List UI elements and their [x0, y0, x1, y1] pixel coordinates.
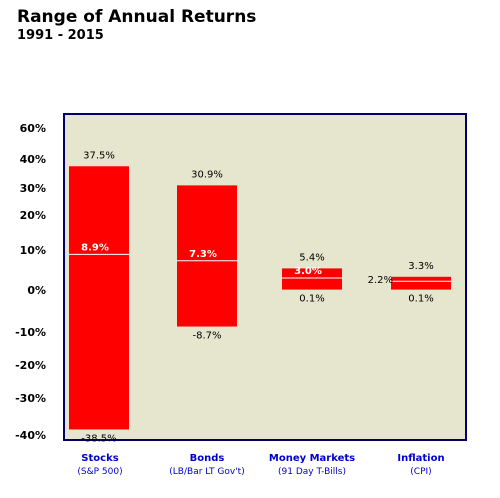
category-sublabel: (91 Day T-Bills): [278, 467, 346, 477]
y-tick-label: 10%: [20, 244, 46, 257]
range-bar: [391, 276, 451, 290]
y-tick-label: 0%: [27, 284, 46, 297]
average-label: 2.2%: [368, 275, 393, 286]
y-tick-label: 30%: [20, 182, 46, 195]
category-label: Money Markets: [269, 453, 355, 464]
y-tick-label: -20%: [15, 359, 46, 372]
high-label: 3.3%: [408, 261, 433, 272]
low-label: -8.7%: [192, 331, 221, 342]
average-label: 3.0%: [294, 266, 322, 277]
high-label: 37.5%: [83, 150, 115, 161]
y-tick-label: -10%: [15, 326, 46, 339]
y-tick-label: 60%: [20, 122, 46, 135]
y-tick-label: 20%: [20, 209, 46, 222]
range-bar: [69, 166, 129, 430]
high-label: 5.4%: [299, 252, 324, 263]
range-bar: [282, 268, 342, 290]
low-label: 0.1%: [299, 294, 324, 305]
range-bar: [177, 185, 237, 327]
category-sublabel: (S&P 500): [77, 467, 122, 477]
average-label: 7.3%: [189, 249, 217, 260]
category-sublabel: (CPI): [410, 467, 431, 477]
chart-subtitle: 1991 - 2015: [17, 28, 104, 43]
category-label: Stocks: [81, 453, 118, 464]
high-label: 30.9%: [191, 169, 223, 180]
average-label: 8.9%: [81, 242, 109, 253]
low-label: -38.5%: [81, 433, 116, 444]
y-tick-label: -30%: [15, 392, 46, 405]
low-label: 0.1%: [408, 294, 433, 305]
chart-title: Range of Annual Returns: [17, 7, 257, 27]
y-tick-label: 40%: [20, 153, 46, 166]
category-label: Bonds: [190, 453, 225, 464]
category-sublabel: (LB/Bar LT Gov't): [169, 467, 244, 477]
category-label: Inflation: [397, 453, 444, 464]
y-tick-label: -40%: [15, 429, 46, 442]
